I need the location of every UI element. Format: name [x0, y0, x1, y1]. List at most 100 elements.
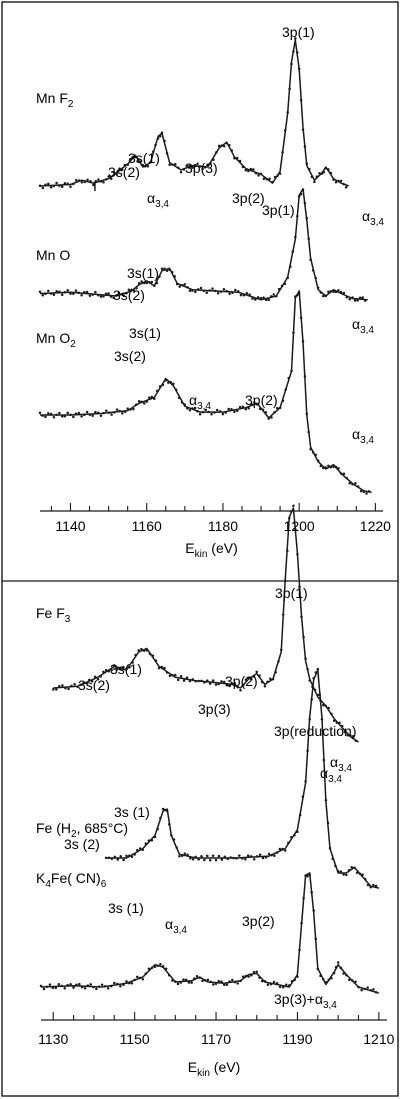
data-point [314, 276, 317, 280]
data-point [293, 978, 296, 982]
data-point [216, 292, 220, 295]
data-point [230, 149, 234, 152]
data-point [209, 980, 212, 983]
data-point [123, 163, 127, 167]
data-point [196, 288, 200, 291]
data-point [104, 856, 108, 860]
data-point [208, 682, 212, 685]
data-point [107, 670, 111, 673]
data-point [122, 294, 126, 297]
data-point [52, 415, 56, 419]
data-point [44, 292, 47, 296]
data-point [285, 983, 288, 987]
data-point [188, 679, 192, 683]
data-point [86, 178, 89, 181]
data-point [351, 296, 354, 299]
peak-annotation: 3p(reduction) [274, 723, 357, 739]
data-point [306, 874, 309, 878]
data-point [365, 492, 368, 495]
data-point [269, 983, 273, 986]
data-point [149, 161, 152, 164]
data-point [314, 937, 318, 941]
data-point [252, 675, 256, 678]
peak-annotation: α3,4 [352, 316, 374, 336]
data-point [64, 686, 67, 690]
data-point [222, 288, 226, 291]
data-point [130, 288, 133, 292]
data-point [206, 854, 209, 858]
data-point [130, 982, 134, 985]
data-point [339, 870, 343, 873]
data-point [277, 287, 281, 291]
data-point [369, 886, 372, 889]
data-point [92, 985, 95, 989]
peak-annotation: 3s (1) [114, 804, 150, 820]
data-point [215, 408, 219, 412]
data-point [133, 853, 136, 856]
data-point [231, 978, 234, 982]
data-point [116, 982, 119, 986]
data-point [327, 978, 330, 982]
data-point [310, 698, 313, 701]
data-point [275, 982, 279, 985]
data-point [334, 965, 338, 969]
data-point [342, 472, 346, 476]
data-point [58, 411, 61, 415]
data-point [196, 162, 199, 166]
data-point [80, 180, 84, 184]
series-points [39, 873, 378, 994]
data-point [283, 282, 287, 286]
data-point [60, 293, 64, 296]
data-point [167, 822, 171, 826]
data-point [318, 172, 321, 175]
data-point [141, 977, 145, 981]
data-point [99, 414, 103, 417]
data-point [337, 289, 340, 292]
data-point [55, 688, 58, 691]
data-point [233, 682, 237, 685]
data-point [345, 873, 348, 877]
data-point [103, 985, 107, 988]
data-point [93, 675, 97, 678]
data-point [261, 408, 265, 411]
data-point [349, 734, 352, 737]
data-point [244, 974, 248, 978]
x-tick-label: 1150 [120, 1031, 150, 1047]
x-tick-label: 1170 [201, 1031, 231, 1047]
data-point [281, 150, 284, 154]
data-point [165, 151, 169, 155]
data-point [217, 979, 220, 983]
data-point [198, 976, 202, 979]
peak-annotation: 3s(2) [78, 677, 110, 693]
data-point [178, 855, 181, 858]
data-point [306, 749, 309, 753]
data-point [105, 409, 108, 413]
data-point [361, 296, 364, 299]
data-point [287, 376, 290, 380]
data-point [296, 552, 299, 556]
data-point [286, 549, 289, 552]
data-point [251, 297, 254, 300]
data-point [144, 972, 148, 975]
data-point [88, 678, 91, 682]
data-point [372, 883, 375, 887]
data-point [148, 652, 152, 656]
data-point [125, 980, 128, 983]
data-point [39, 984, 43, 988]
data-point [258, 407, 262, 411]
data-point [264, 410, 268, 414]
data-point [198, 165, 202, 168]
data-point [235, 857, 238, 860]
data-point [304, 657, 307, 661]
data-point [264, 298, 268, 302]
data-point [72, 292, 75, 295]
data-point [294, 528, 297, 531]
data-point [258, 976, 261, 979]
data-point [308, 167, 311, 171]
data-point [153, 835, 157, 839]
data-point [174, 980, 177, 983]
data-point [78, 982, 81, 986]
peak-annotation: 3s(2) [113, 287, 145, 303]
data-point [113, 981, 116, 985]
data-point [51, 986, 55, 989]
